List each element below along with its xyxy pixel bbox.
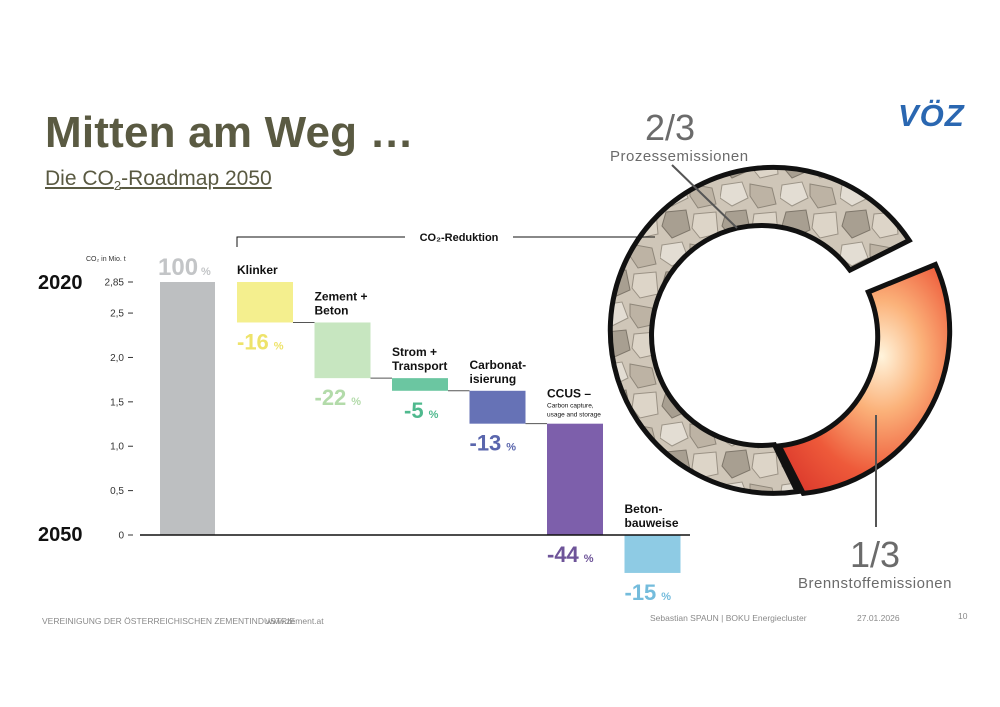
step-label: Beton-	[625, 502, 663, 516]
fuel-fraction: 1/3	[849, 534, 901, 575]
y-tick-label: 0,5	[110, 486, 124, 497]
voz-logo: VÖZ	[898, 98, 965, 133]
y-tick-label: 2,0	[110, 353, 124, 364]
step-label: Strom +	[392, 345, 437, 359]
subtitle-subscript: 2	[113, 178, 122, 194]
year-2020: 2020	[38, 272, 83, 294]
footer-org: VEREINIGUNG DER ÖSTERREICHISCHEN ZEMENTI…	[42, 616, 296, 626]
step-percent: -13%	[470, 431, 517, 456]
footer-date: 27.01.2026	[857, 613, 900, 623]
donut-process-segment	[607, 164, 913, 496]
fuel-caption: Brennstoffemissionen	[798, 575, 952, 592]
subtitle-suffix: -Roadmap 2050	[121, 167, 272, 190]
y-tick-label: 2,5	[110, 309, 124, 320]
step-percent: -15%	[625, 580, 672, 605]
page-title: Mitten am Weg …	[45, 108, 414, 157]
footer-url[interactable]: www.zement.at	[266, 616, 324, 626]
step-percent: -5%	[404, 398, 439, 423]
y-axis-label: CO₂ in Mio. t	[86, 256, 126, 263]
step-label: Carbonat-	[470, 358, 527, 372]
process-emissions-label: 2/3 Prozessemissionen	[610, 107, 749, 166]
y-tick-label: 1,0	[110, 442, 124, 453]
subtitle-prefix: Die CO	[45, 167, 114, 190]
bar-2020-total	[160, 282, 215, 535]
bar-2	[314, 322, 371, 379]
step-label: Zement +	[315, 289, 368, 303]
step-percent: -16%	[237, 329, 284, 354]
step-label: Beton	[315, 303, 349, 317]
footer-page-number: 10	[958, 611, 968, 621]
bar-5	[547, 423, 603, 535]
bar-4	[469, 390, 526, 424]
bar-2020-percent: 100%	[158, 254, 211, 281]
reduction-label: CO₂-Reduktion	[420, 232, 499, 244]
fuel-emissions-label: 1/3 Brennstoffemissionen	[790, 534, 960, 593]
bar-1	[237, 282, 293, 323]
bar-3	[392, 378, 448, 391]
y-tick-label: 2,85	[105, 278, 125, 289]
y-tick-label: 0	[118, 531, 124, 542]
process-fraction: 2/3	[644, 107, 696, 148]
step-label: isierung	[470, 372, 517, 386]
step-percent: -22%	[315, 385, 362, 410]
footer-author: Sebastian SPAUN | BOKU Energiecluster	[650, 613, 807, 623]
process-caption: Prozessemissionen	[610, 148, 749, 165]
donut-fuel-segment	[775, 261, 953, 497]
step-label: Transport	[392, 359, 447, 373]
step-percent: -44%	[547, 542, 594, 567]
page-subtitle: Die CO2-Roadmap 2050	[45, 167, 272, 193]
y-tick-label: 1,5	[110, 397, 124, 408]
step-sublabel: usage and storage	[547, 412, 601, 419]
bar-6	[624, 535, 681, 573]
step-label: Klinker	[237, 263, 278, 277]
step-label: bauweise	[625, 516, 679, 530]
step-label: CCUS –	[547, 387, 591, 401]
step-sublabel: Carbon capture,	[547, 403, 594, 410]
year-2050: 2050	[38, 524, 83, 546]
